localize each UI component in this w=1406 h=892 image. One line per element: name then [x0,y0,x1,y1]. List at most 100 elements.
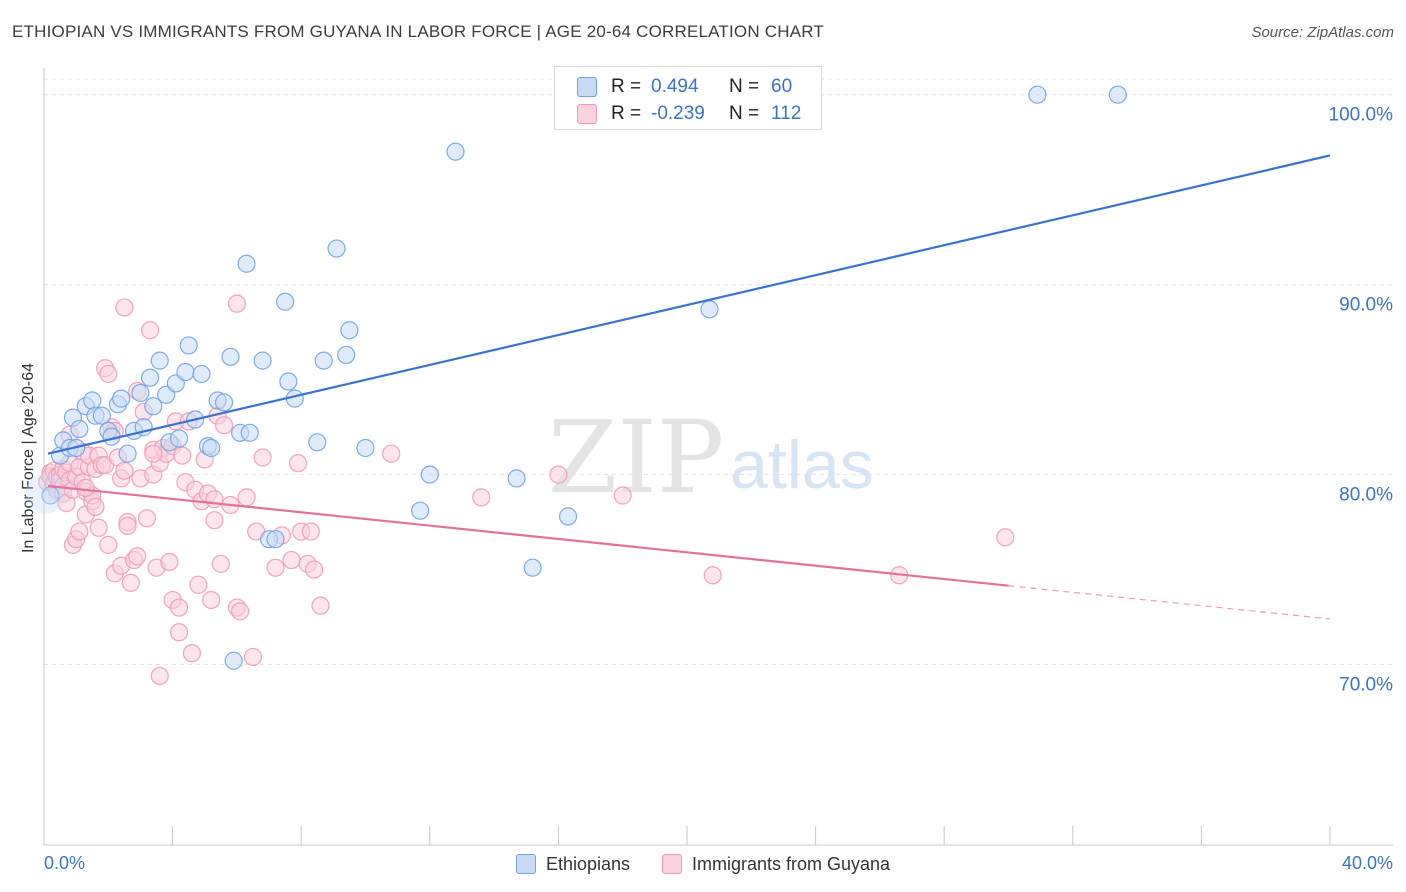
guyana-point [253,448,272,467]
guyana-point [173,446,192,465]
ethiopian-point [558,507,578,526]
r-label: R = [611,76,642,97]
ethiopian-point [700,300,719,319]
n-value: 60 [771,76,793,97]
guyana-point [99,535,118,554]
chart-title: ETHIOPIAN VS IMMIGRANTS FROM GUYANA IN L… [12,22,824,41]
guyana-point [121,573,140,592]
guyana-point [282,550,301,570]
ethiopian-point [224,651,243,670]
legend-row-ethiopians: R = 0.494 N = 60 [577,74,792,100]
guyana-point [549,465,568,484]
guyana-point [189,575,208,594]
guyana-point [227,294,246,313]
guyana-point [70,522,89,541]
x-tick-label-max: 40.0% [1341,853,1393,873]
ethiopian-point [237,254,256,273]
guyana-point [118,516,137,535]
guyana-point [613,486,632,505]
legend-label-ethiopians: Ethiopians [545,853,630,874]
series-legend: Ethiopians Immigrants from Guyana [0,852,1406,876]
source-label: Source: ZipAtlas.com [1251,24,1394,41]
ethiopian-point [1108,85,1127,104]
y-tick-label: 70.0% [1339,675,1393,696]
ethiopian-cluster-point [25,473,66,514]
legend-row-guyana: R = -0.239 N = 112 [577,101,801,127]
legend-swatch-guyana [662,854,682,874]
n-value: 112 [771,103,802,124]
ethiopian-point [337,345,356,365]
guyana-point [144,444,163,463]
guyana-point [205,490,224,509]
guyana-point [214,416,234,435]
guyana-point [76,478,95,497]
guyana-point [288,454,308,473]
legend-item-ethiopians[interactable]: Ethiopians [515,853,630,875]
guyana-point [243,647,263,667]
n-label: N = [729,103,760,124]
ethiopian-point [446,142,465,161]
guyana-point [115,461,134,480]
ethiopian-point [202,438,221,458]
ethiopian-point [276,292,295,311]
guyana-point [237,488,256,507]
guyana-point [86,497,105,516]
guyana-point [89,518,108,537]
ethiopian-point [140,368,160,387]
guyana-point [304,560,324,579]
legend-swatch-ethiopians [577,77,597,97]
guyana-point [472,488,491,507]
ethiopian-point [356,438,375,458]
guyana-point [996,528,1015,547]
guyana-point [231,602,250,621]
ethiopians-trend-line [47,154,1331,455]
y-tick-label: 100.0% [1329,105,1394,126]
guyana-point [382,444,401,463]
legend-item-guyana[interactable]: Immigrants from Guyana [662,854,890,875]
ethiopian-point [92,406,111,425]
ethiopian-point [523,558,542,577]
trend-lines [47,154,1331,620]
guyana-point [301,522,320,541]
r-value: -0.239 [651,103,705,124]
guyana-point [703,566,722,585]
ethiopian-point [279,372,298,391]
guyana-point [137,509,156,528]
legend-label-guyana: Immigrants from Guyana [692,853,891,874]
ethiopian-point [70,419,89,439]
ethiopian-point [169,429,189,448]
r-value: 0.494 [651,76,699,97]
y-tick-labels: 70.0% 80.0% 90.0% 100.0% [1329,105,1394,696]
guyana-point [150,666,169,686]
guyana-point [205,511,224,530]
guyana-point [140,321,160,340]
ethiopian-point [131,383,150,403]
legend-swatch-ethiopians [515,854,536,874]
guyana-trend-line-extension [1008,585,1331,620]
ethiopian-point [411,501,430,520]
guyana-point [311,596,330,615]
guyana-trend-line [47,484,1009,587]
watermark-atlas: atlas [730,427,874,503]
ethiopian-point [221,347,240,366]
guyana-point [169,623,189,642]
x-tick-label-min: 0.0% [44,853,86,873]
guyana-point [266,558,285,577]
y-tick-label: 90.0% [1339,295,1393,316]
guyana-point [169,598,189,617]
ethiopian-point [314,351,333,370]
ethiopian-points [25,85,1127,670]
guyana-point [99,364,118,384]
ethiopian-point [214,393,234,412]
ethiopian-point [179,336,198,355]
r-label: R = [611,103,642,124]
ethiopian-point [507,469,526,488]
guyana-point [211,554,230,573]
n-label: N = [729,76,760,97]
guyana-point [182,644,201,663]
ethiopian-point [144,397,163,416]
ethiopian-point [1028,85,1047,104]
ethiopian-point [83,391,102,410]
watermark: ZIP atlas [548,399,874,516]
